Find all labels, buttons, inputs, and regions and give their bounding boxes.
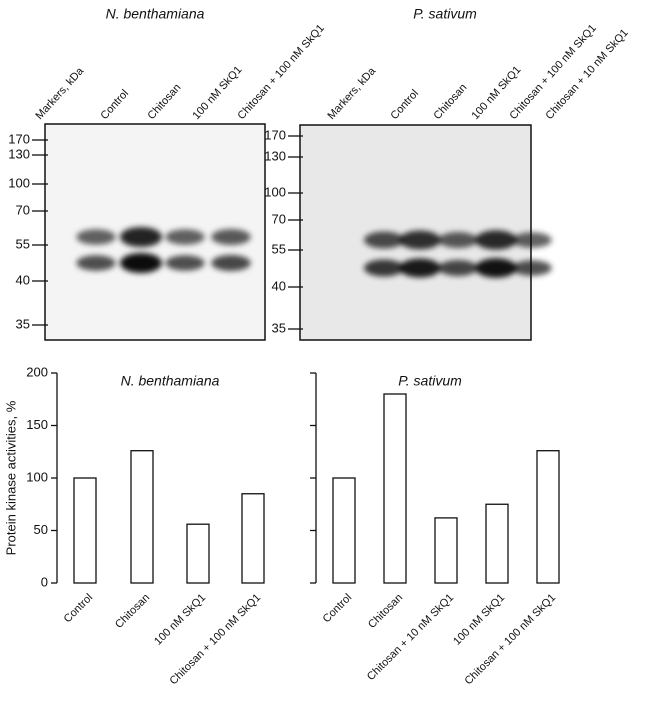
bar — [241, 493, 265, 584]
chart-title: P. sativum — [398, 373, 462, 389]
band — [512, 260, 552, 276]
x-tick-label: Chitosan — [113, 592, 152, 631]
band — [165, 255, 205, 271]
x-tick-label: 100 nM SkQ1 — [451, 592, 507, 648]
marker-label: 130 — [8, 146, 30, 161]
band — [76, 229, 116, 245]
lane-label: Chitosan + 100 nM SkQ1 — [235, 22, 326, 122]
x-tick-label: Control — [321, 592, 355, 626]
y-tick-label: 200 — [26, 364, 48, 379]
marker-label: 100 — [8, 175, 30, 190]
bar — [536, 450, 560, 584]
bar — [485, 503, 509, 584]
lane-label: Chitosan — [431, 82, 469, 122]
band — [363, 231, 405, 249]
bar — [186, 523, 210, 584]
marker-label: 170 — [264, 127, 286, 142]
marker-label: 170 — [8, 131, 30, 146]
band — [438, 232, 478, 248]
x-tick-label: Chitosan + 100 nM SkQ1 — [463, 592, 559, 688]
marker-label: 55 — [272, 241, 286, 256]
lane-label: Control — [98, 88, 131, 122]
bar — [434, 517, 458, 584]
bar — [332, 477, 356, 584]
band — [475, 258, 517, 278]
band — [165, 229, 205, 245]
y-tick-label: 50 — [34, 522, 48, 537]
y-axis-label: Protein kinase activities, % — [3, 400, 18, 555]
blot-bands — [76, 227, 552, 278]
x-tick-label: 100 nM SkQ1 — [152, 592, 208, 648]
band — [120, 253, 162, 273]
blot-title: N. benthamiana — [106, 6, 205, 22]
marker-label: 40 — [16, 272, 30, 287]
band — [211, 229, 251, 245]
marker-label: 35 — [16, 316, 30, 331]
lane-label: Control — [388, 88, 421, 122]
band — [399, 230, 441, 250]
band — [399, 258, 441, 278]
x-tick-label: Chitosan + 10 nM SkQ1 — [365, 592, 456, 683]
marker-label: 70 — [16, 202, 30, 217]
x-tick-label: Control — [62, 592, 96, 626]
bar — [130, 450, 154, 584]
band — [76, 255, 116, 271]
marker-label: 40 — [272, 278, 286, 293]
bar — [383, 393, 407, 584]
x-tick-label: Chitosan — [366, 592, 405, 631]
lane-label: Markers, kDa — [33, 65, 86, 122]
y-tick-label: 100 — [26, 469, 48, 484]
band — [475, 230, 517, 250]
marker-label: 100 — [264, 184, 286, 199]
marker-label: 55 — [16, 236, 30, 251]
band — [120, 227, 162, 247]
band — [211, 255, 251, 271]
band — [438, 260, 478, 276]
band — [512, 232, 552, 248]
y-tick-label: 150 — [26, 417, 48, 432]
band — [363, 259, 405, 277]
x-tick-label: Chitosan + 100 nM SkQ1 — [168, 592, 264, 688]
chart-title: N. benthamiana — [121, 373, 220, 389]
bar — [73, 477, 97, 584]
marker-label: 130 — [264, 148, 286, 163]
blot-title: P. sativum — [413, 6, 477, 22]
marker-label: 35 — [272, 320, 286, 335]
marker-label: 70 — [272, 211, 286, 226]
lane-label: Markers, kDa — [325, 65, 378, 122]
lane-label: Chitosan — [145, 82, 183, 122]
y-tick-label: 0 — [41, 574, 48, 589]
